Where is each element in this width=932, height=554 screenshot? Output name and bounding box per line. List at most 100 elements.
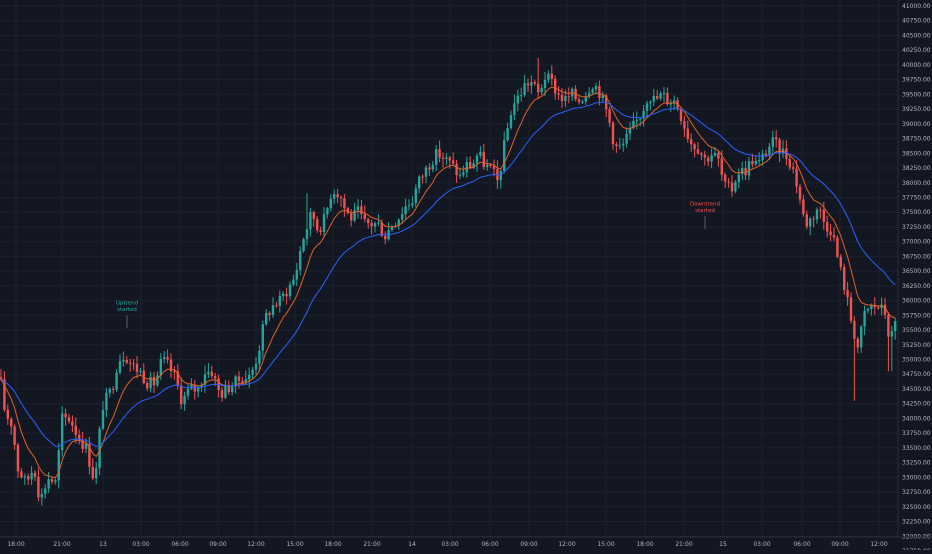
candle[interactable]	[577, 96, 581, 105]
candle[interactable]	[407, 198, 411, 211]
candle[interactable]	[690, 133, 693, 152]
candle[interactable]	[567, 87, 570, 104]
candle[interactable]	[295, 262, 298, 287]
candle[interactable]	[475, 153, 479, 172]
candle[interactable]	[492, 159, 496, 177]
candle[interactable]	[452, 152, 455, 167]
candle[interactable]	[771, 130, 774, 155]
candle[interactable]	[251, 366, 254, 379]
candle[interactable]	[319, 226, 322, 236]
candle[interactable]	[611, 120, 615, 150]
candle[interactable]	[404, 198, 407, 221]
candle[interactable]	[513, 94, 516, 121]
candle[interactable]	[890, 325, 893, 372]
candle[interactable]	[622, 138, 625, 152]
candle[interactable]	[618, 137, 621, 150]
candle[interactable]	[122, 351, 125, 367]
candle[interactable]	[149, 371, 152, 393]
candle[interactable]	[887, 312, 890, 372]
candle[interactable]	[414, 184, 417, 208]
candle[interactable]	[224, 379, 227, 400]
candle[interactable]	[275, 302, 278, 308]
candle[interactable]	[866, 307, 870, 314]
candle[interactable]	[411, 196, 414, 209]
candle[interactable]	[108, 387, 111, 398]
candle[interactable]	[268, 311, 271, 322]
candle[interactable]	[594, 82, 598, 95]
candle[interactable]	[227, 380, 230, 395]
candle[interactable]	[645, 100, 649, 118]
candle[interactable]	[71, 415, 74, 433]
candle[interactable]	[428, 163, 431, 176]
candle[interactable]	[343, 193, 346, 217]
candle[interactable]	[839, 254, 842, 271]
candle[interactable]	[628, 121, 632, 140]
candle[interactable]	[183, 391, 186, 411]
candle[interactable]	[88, 436, 91, 475]
candle[interactable]	[758, 152, 761, 165]
candle[interactable]	[146, 380, 149, 392]
candle[interactable]	[526, 78, 530, 93]
candle[interactable]	[370, 220, 373, 235]
candle[interactable]	[302, 237, 305, 253]
candle[interactable]	[805, 210, 808, 230]
candle[interactable]	[537, 57, 540, 100]
candle[interactable]	[815, 207, 819, 224]
candle[interactable]	[397, 218, 400, 230]
candle[interactable]	[50, 476, 54, 485]
candle[interactable]	[30, 466, 33, 486]
candle[interactable]	[747, 157, 751, 181]
candle[interactable]	[659, 91, 662, 101]
candle[interactable]	[649, 100, 652, 111]
candle[interactable]	[173, 366, 176, 380]
candle[interactable]	[248, 367, 251, 388]
candle[interactable]	[669, 99, 672, 112]
candle[interactable]	[258, 345, 261, 372]
candle[interactable]	[744, 160, 747, 181]
candle[interactable]	[560, 87, 564, 108]
candle[interactable]	[37, 468, 40, 502]
candle[interactable]	[465, 156, 468, 178]
candle[interactable]	[608, 106, 611, 128]
candle[interactable]	[591, 87, 594, 95]
candle[interactable]	[166, 349, 169, 364]
candle[interactable]	[730, 175, 734, 197]
candle[interactable]	[642, 104, 645, 127]
candle[interactable]	[299, 246, 302, 276]
candle[interactable]	[530, 75, 533, 94]
candle[interactable]	[540, 84, 543, 95]
candle[interactable]	[169, 353, 173, 378]
candle[interactable]	[809, 216, 812, 236]
candle[interactable]	[339, 195, 343, 207]
candle[interactable]	[445, 153, 448, 166]
candle[interactable]	[843, 263, 846, 295]
candle[interactable]	[829, 223, 832, 242]
candle[interactable]	[373, 221, 377, 233]
candle[interactable]	[472, 159, 475, 170]
candle[interactable]	[129, 358, 132, 372]
candle[interactable]	[652, 88, 655, 107]
candle[interactable]	[520, 87, 523, 102]
candle[interactable]	[533, 79, 536, 86]
candle[interactable]	[509, 110, 513, 130]
candle[interactable]	[333, 189, 336, 204]
candle[interactable]	[554, 75, 557, 100]
candle[interactable]	[877, 305, 880, 310]
time-axis[interactable]: 18:00 21:00 13 03:00 06:00 09:00 12:00 15:00 18:…	[0, 536, 932, 548]
candle[interactable]	[448, 155, 451, 169]
candle[interactable]	[421, 174, 424, 184]
candle[interactable]	[350, 208, 353, 227]
candle[interactable]	[724, 172, 727, 188]
candle[interactable]	[703, 150, 706, 166]
candle[interactable]	[438, 140, 441, 163]
candle[interactable]	[33, 470, 37, 482]
candle[interactable]	[312, 210, 315, 227]
candle[interactable]	[441, 152, 445, 168]
candle[interactable]	[860, 325, 863, 353]
candle[interactable]	[0, 368, 3, 381]
candle[interactable]	[482, 143, 485, 170]
candle[interactable]	[278, 290, 281, 313]
candle[interactable]	[431, 160, 434, 173]
candle[interactable]	[44, 484, 47, 499]
